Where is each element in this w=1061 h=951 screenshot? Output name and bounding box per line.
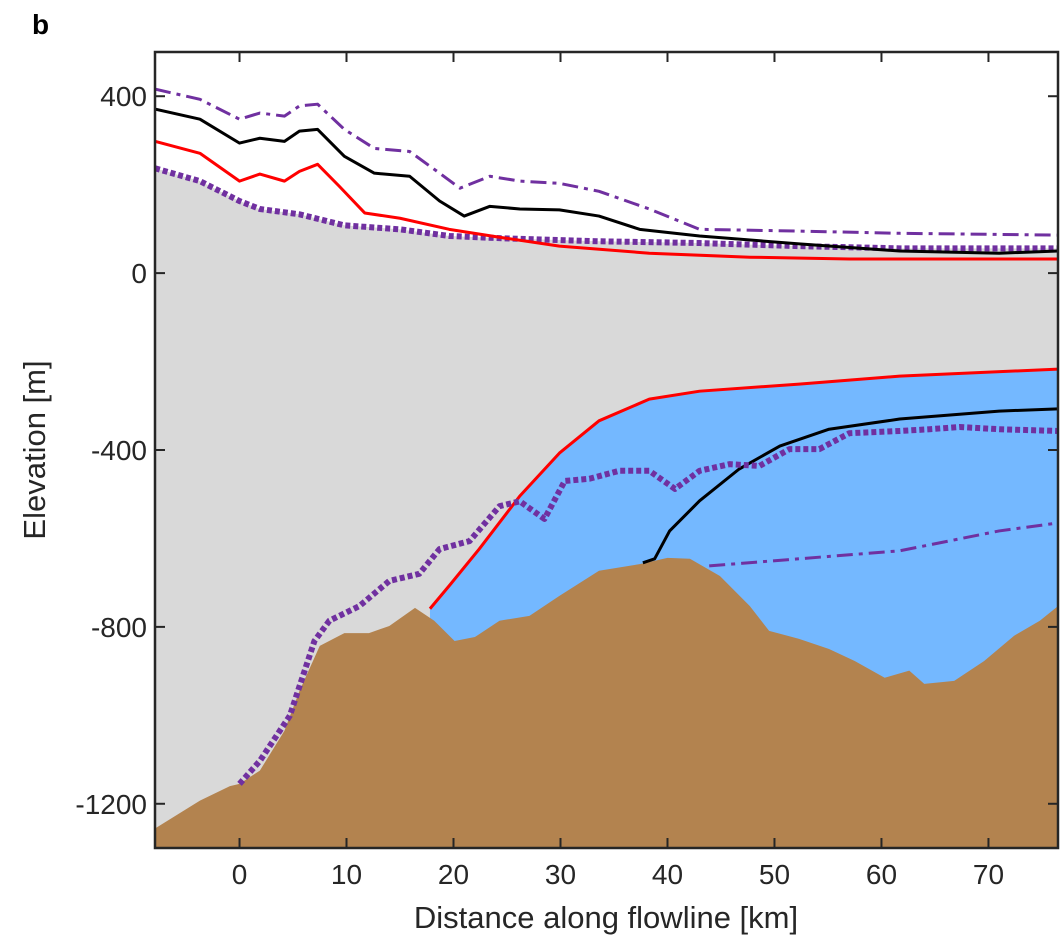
axes: 0 10 20 30 40 50 60 70 -1200 -800 -400 0 400 [75,50,1060,890]
line [642,407,1058,565]
fills [155,168,1058,848]
x-axis-label: Distance along flowline [km] [414,900,798,935]
x-tick-label: 70 [973,859,1004,890]
line [155,87,1058,237]
line [237,424,1058,786]
x-tick-label: 40 [652,859,683,890]
panel-label: b [32,9,49,40]
y-tick-label: 0 [131,258,147,289]
x-tick-label: 60 [866,859,897,890]
line [428,367,1058,610]
y-axis-label: Elevation [m] [17,360,52,539]
plot-frame [153,50,1060,850]
y-tick-label: -400 [91,435,147,466]
y-tick-label: -800 [91,612,147,643]
x-tick-label: 10 [331,859,362,890]
y-tick-label: -1200 [75,789,147,820]
area [155,557,1058,848]
x-tick-label: 50 [759,859,790,890]
line [155,139,1058,261]
x-tick-label: 30 [545,859,576,890]
line [155,107,1058,255]
line [709,521,1058,568]
y-tick-label: 400 [100,81,147,112]
lines [155,87,1058,786]
x-tick-label: 0 [232,859,248,890]
x-tick-label: 20 [438,859,469,890]
